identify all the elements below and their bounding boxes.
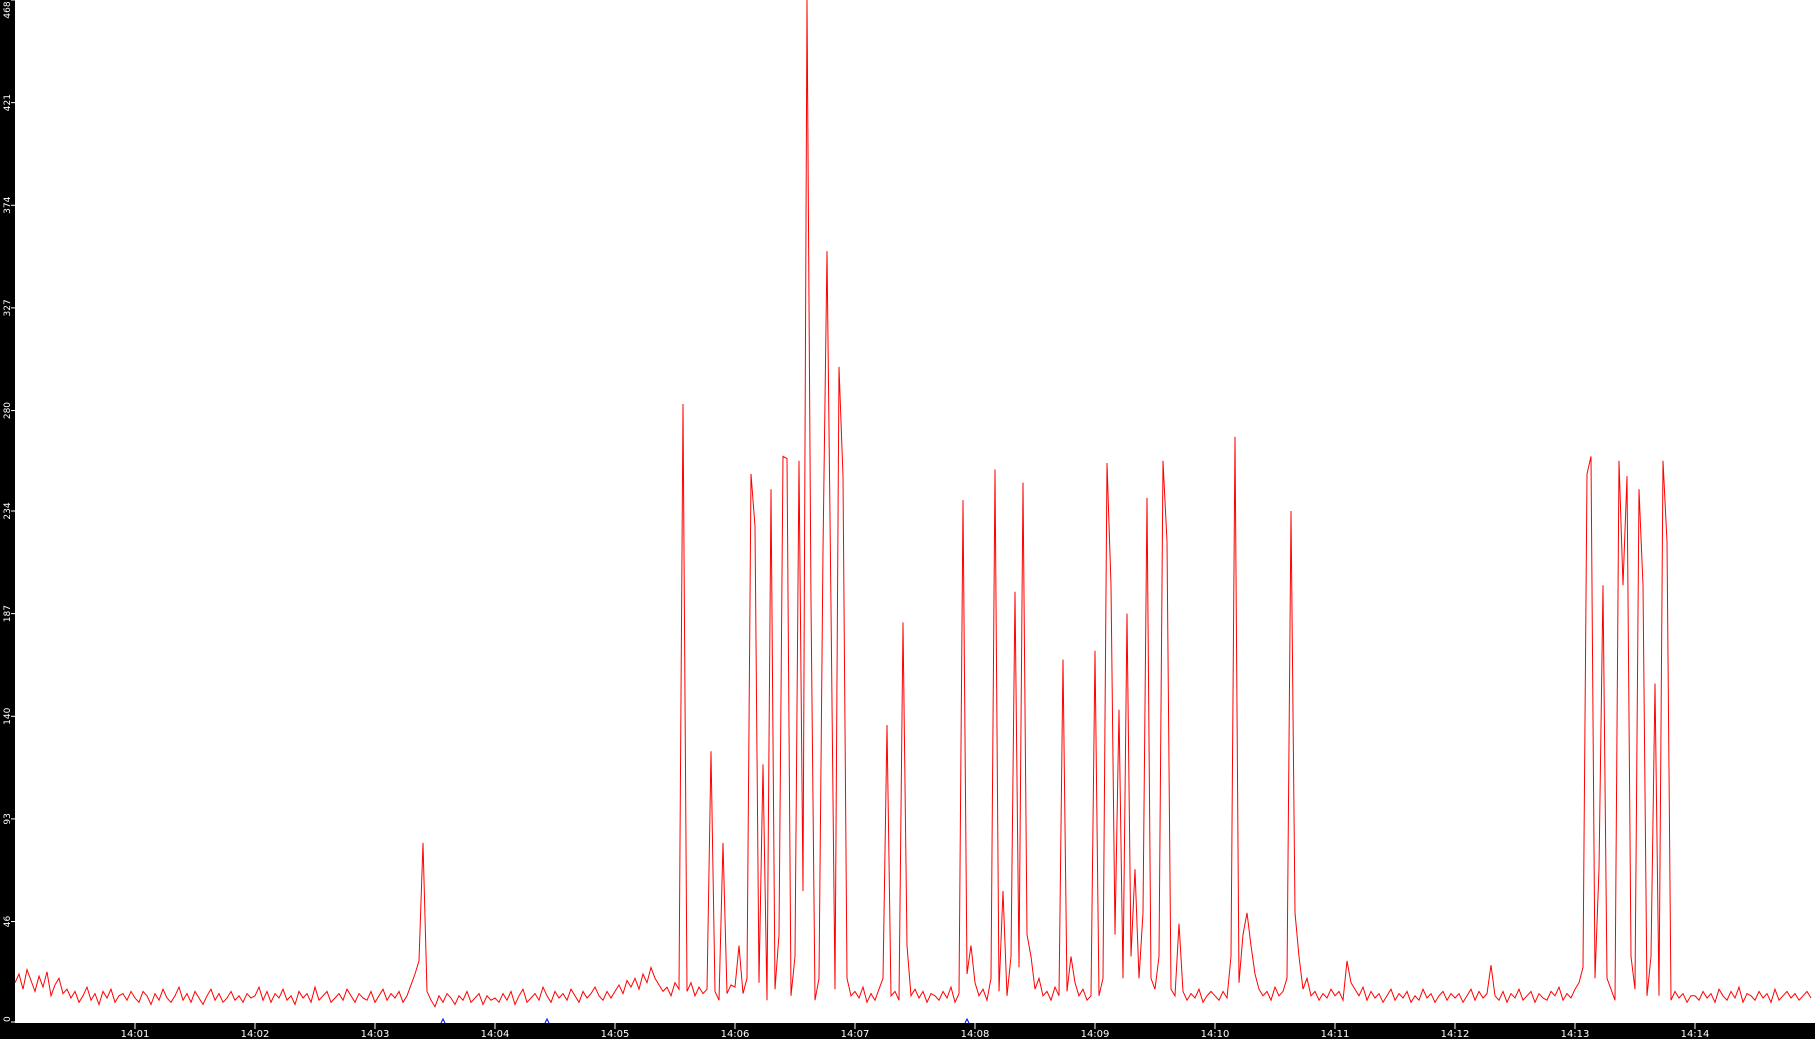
event-marker	[964, 1017, 970, 1024]
y-tick-label: 140	[3, 707, 13, 724]
event-markers	[440, 1017, 970, 1024]
y-tick-label: 234	[3, 502, 13, 519]
x-tick-label: 14:05	[601, 1029, 630, 1039]
x-tick-label: 14:09	[1081, 1029, 1110, 1039]
y-tick-label: 374	[3, 196, 13, 213]
x-axis-bar	[0, 1023, 1815, 1039]
plot-area	[15, 0, 1815, 1023]
x-tick-label: 14:07	[841, 1029, 870, 1039]
y-tick-label: 0	[3, 1016, 13, 1022]
x-tick-label: 14:06	[721, 1029, 750, 1039]
y-tick-label: 468	[3, 1, 13, 18]
y-axis-bar	[0, 0, 15, 1039]
y-tick-label: 187	[3, 605, 13, 622]
x-tick-label: 14:04	[481, 1029, 510, 1039]
x-tick-label: 14:10	[1201, 1029, 1230, 1039]
y-axis-ticks: 0 46 93 140 187 234 280 327 374 421 468	[3, 0, 15, 1023]
y-tick-label: 421	[3, 94, 13, 111]
x-tick-label: 14:03	[361, 1029, 390, 1039]
y-tick-label: 327	[3, 299, 13, 316]
x-tick-label: 14:11	[1321, 1029, 1350, 1039]
series-line	[14, 0, 1812, 1008]
x-tick-label: 14:13	[1561, 1029, 1590, 1039]
y-tick-label: 280	[3, 402, 13, 419]
x-tick-label: 14:02	[241, 1029, 270, 1039]
event-marker	[440, 1017, 446, 1024]
x-tick-label: 14:08	[961, 1029, 990, 1039]
x-tick-label: 14:12	[1441, 1029, 1470, 1039]
x-axis-ticks: 14:01 14:02 14:03 14:04 14:05 14:06 14:07 14:08…	[121, 1023, 1710, 1039]
x-tick-label: 14:14	[1681, 1029, 1710, 1039]
y-tick-label: 46	[3, 916, 13, 928]
y-tick-label: 93	[3, 813, 13, 824]
x-tick-label: 14:01	[121, 1029, 150, 1039]
event-marker	[544, 1017, 550, 1024]
